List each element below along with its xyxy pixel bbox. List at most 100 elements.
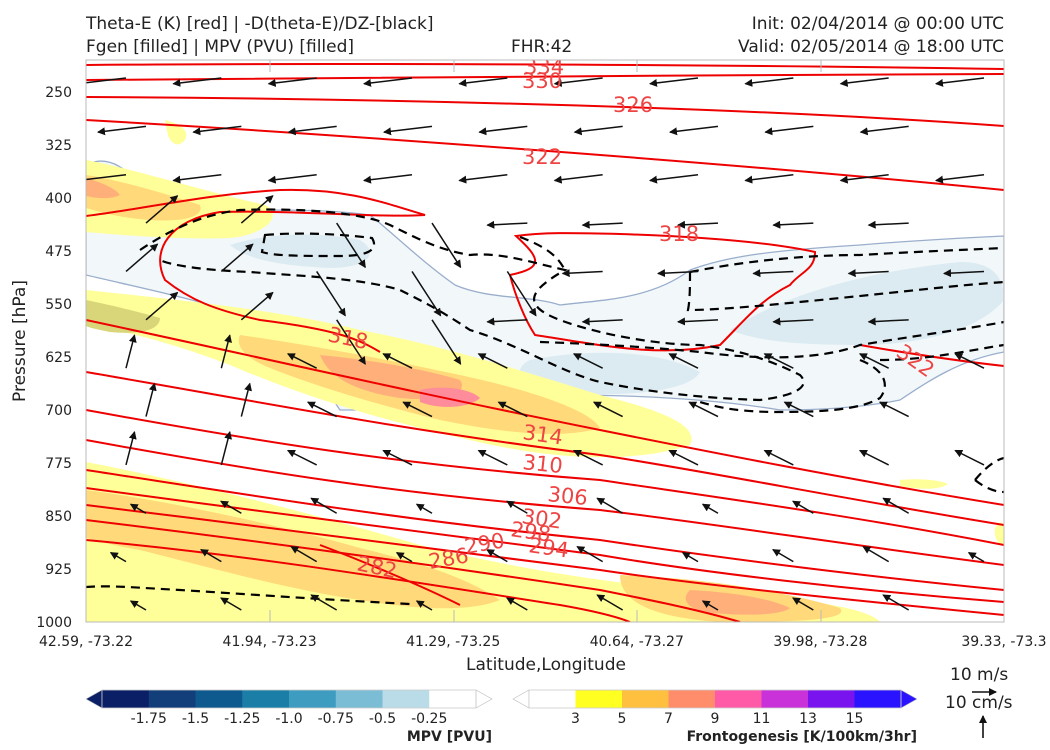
wind-vector	[415, 600, 433, 611]
mpv_colorbar-tick-label: -1.25	[224, 711, 260, 727]
contour-label-290: 290	[463, 528, 507, 559]
y-tick-label: 475	[45, 244, 72, 260]
wind-vector	[772, 317, 814, 326]
mpv_colorbar-swatch	[242, 690, 290, 708]
wind-vector	[701, 503, 719, 514]
fgen_colorbar-extend-low	[512, 689, 530, 709]
fgen_colorbar-tick-label: 11	[753, 711, 771, 727]
x-tick-label: 42.59, -73.22	[39, 634, 133, 650]
mpv_colorbar-tick-label: -0.25	[411, 711, 447, 727]
x-tick-label: 41.94, -73.23	[223, 634, 317, 650]
y-tick-label: 775	[45, 456, 72, 472]
wind-vector	[669, 125, 719, 136]
wind-vector	[220, 334, 232, 369]
wind-vector	[867, 317, 909, 326]
wind-vector	[395, 551, 413, 563]
wind-vector	[592, 401, 624, 418]
x-axis-tick-labels: 42.59, -73.22 41.94, -73.23 41.29, -73.25 4…	[39, 634, 1047, 650]
wind-vector	[859, 125, 909, 136]
fgen-colorbar-title: Frontogenesis [K/100km/3hr]	[687, 729, 917, 745]
wind-vector	[415, 503, 433, 514]
contour-label-330: 330	[522, 69, 562, 93]
wind-vector	[220, 500, 242, 514]
x-tick-label: 39.98, -73.28	[773, 634, 867, 650]
chart-title-line1: Theta-E (K) [red] | -D(theta-E)/DZ-[blac…	[86, 14, 434, 34]
wind-vector	[763, 449, 794, 466]
fgen_colorbar-swatch	[761, 690, 809, 708]
wind-vector	[240, 382, 252, 417]
stability-contours	[86, 208, 1004, 606]
wind-vector	[310, 497, 338, 514]
wind-vector	[935, 173, 985, 184]
wind-vector	[200, 548, 222, 563]
fgen_colorbar-swatch	[668, 690, 716, 708]
wind-vector	[943, 269, 985, 278]
wind-vector	[677, 317, 719, 326]
y-tick-label: 400	[45, 191, 72, 207]
wind-vector	[220, 597, 242, 611]
wind-vector	[744, 173, 794, 184]
mpv_colorbar-swatch	[148, 690, 196, 708]
wind-vector	[668, 353, 699, 369]
wind-vector	[839, 173, 889, 184]
mpv_colorbar-extend-high	[475, 689, 493, 709]
wind-reference-vertical: 10 cm/s	[945, 693, 1013, 713]
wind-vector	[935, 77, 985, 87]
wind-vector	[306, 401, 338, 418]
wind-vector	[506, 271, 537, 317]
wind-vector	[576, 545, 604, 563]
wind-vector-field	[86, 77, 985, 611]
wind-vector	[109, 551, 127, 563]
wind-vector	[967, 551, 985, 563]
wind-vector	[310, 594, 338, 611]
wind-vector	[267, 173, 317, 184]
wind-vector	[581, 220, 623, 229]
contour-label-310: 310	[521, 450, 563, 478]
wind-vector	[402, 401, 433, 418]
forecast-hour: FHR:42	[511, 37, 573, 57]
fgen_colorbar-tick-label: 15	[846, 711, 864, 727]
wind-vector	[363, 173, 413, 184]
y-tick-label: 925	[45, 562, 72, 578]
wind-vector	[145, 382, 157, 417]
y-tick-label: 700	[45, 403, 72, 419]
wind-vector	[772, 548, 794, 563]
wind-vector	[240, 291, 274, 321]
wind-vector	[192, 125, 242, 136]
wind-vector	[867, 220, 909, 229]
mpv_colorbar-swatch	[382, 690, 430, 708]
mpv_colorbar-swatch	[429, 690, 477, 708]
wind-vector	[878, 401, 910, 418]
wind-vector	[792, 500, 814, 514]
y-tick-label: 250	[45, 85, 72, 101]
mpv_colorbar-tick-label: -1.75	[131, 711, 167, 727]
wind-vector	[572, 449, 604, 466]
contour-label-294: 294	[527, 533, 570, 562]
y-tick-label: 550	[45, 297, 72, 313]
wind-vector	[382, 353, 413, 369]
wind-vector	[125, 430, 137, 466]
fgen_colorbar-extend-high	[900, 689, 918, 709]
fgen_colorbar-swatch	[854, 690, 902, 708]
wind-vector	[486, 220, 528, 229]
wind-vector	[752, 269, 794, 278]
wind-vector	[882, 497, 910, 514]
contour-label-322: 322	[522, 145, 562, 169]
wind-vector	[688, 401, 719, 418]
wind-vector	[858, 353, 890, 369]
wind-vector	[862, 545, 890, 563]
contour-label-326: 326	[613, 93, 653, 117]
mpv-colorbar-title: MPV [PVU]	[407, 729, 492, 745]
fgen_colorbar-outline	[528, 689, 902, 709]
fgen_colorbar-tick-label: 13	[799, 711, 817, 727]
contour-label-302: 302	[520, 504, 563, 533]
wind-vector	[129, 600, 147, 611]
wind-vector	[572, 353, 604, 369]
wind-vector	[220, 243, 254, 273]
x-tick-label: 39.33, -73.3	[961, 634, 1046, 650]
fgen_colorbar-tick-label: 9	[711, 711, 720, 727]
wind-vector	[764, 125, 814, 136]
wind-vector	[97, 125, 147, 136]
wind-vector	[847, 269, 889, 278]
